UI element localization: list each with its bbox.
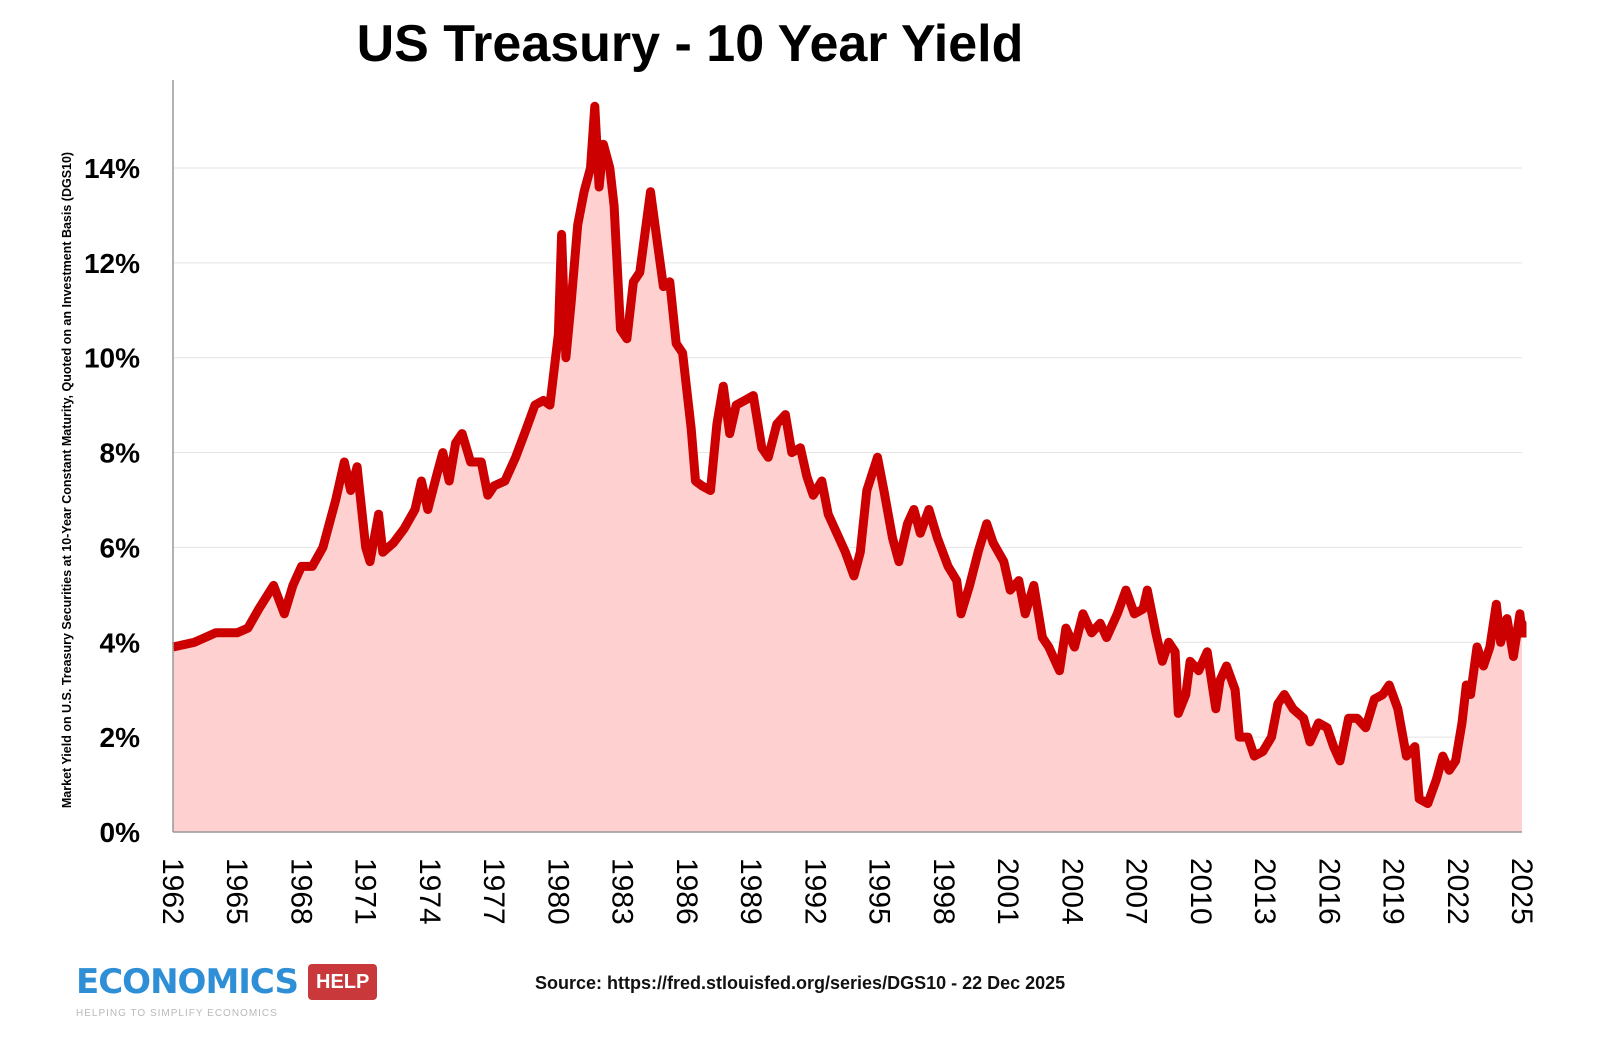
y-tick-label: 6% [100, 532, 141, 563]
x-tick-label: 2016 [1312, 858, 1345, 925]
x-tick-label: 1962 [156, 858, 189, 925]
economics-help-logo: ECONOMICS HELP HELPING TO SIMPLIFY ECONO… [76, 960, 378, 1020]
x-tick-label: 2007 [1120, 858, 1153, 925]
x-tick-label: 1989 [734, 858, 767, 925]
x-tick-label: 1965 [220, 858, 253, 925]
x-tick-label: 1974 [413, 858, 446, 925]
x-tick-label: 2013 [1248, 858, 1281, 925]
x-tick-label: 2019 [1377, 858, 1410, 925]
y-axis-label: Market Yield on U.S. Treasury Securities… [60, 152, 74, 808]
chart: 0% 2% 4% 6% 8% 10% 12% 14% 1962 1965 1968 1971 1974… [60, 80, 1538, 925]
y-tick-label: 10% [84, 343, 140, 374]
x-tick-label: 1983 [606, 858, 639, 925]
y-tick-label: 12% [84, 248, 140, 279]
y-tick-label: 14% [84, 153, 140, 184]
x-tick-label: 1995 [863, 858, 896, 925]
y-tick-label: 0% [100, 817, 141, 848]
x-tick-label: 1980 [541, 858, 574, 925]
x-tick-label: 2022 [1441, 858, 1474, 925]
x-tick-label: 2010 [1184, 858, 1217, 925]
logo-word: ECONOMICS [76, 962, 299, 1002]
x-tick-label: 2004 [1055, 858, 1088, 925]
y-tick-label: 4% [100, 627, 141, 658]
logo-row: ECONOMICS HELP [76, 960, 378, 1004]
source-note: Source: https://fred.stlouisfed.org/seri… [535, 973, 1066, 993]
x-tick-label: 2001 [991, 858, 1024, 925]
x-tick-label: 1971 [349, 858, 382, 925]
y-tick-label: 8% [100, 438, 141, 469]
x-tick-label: 1968 [284, 858, 317, 925]
x-tick-label: 1992 [798, 858, 831, 925]
x-tick-label: 1977 [477, 858, 510, 925]
yield-area [173, 106, 1522, 833]
y-tick-label: 2% [100, 722, 141, 753]
logo-tagline: HELPING TO SIMPLIFY ECONOMICS [76, 1008, 278, 1019]
chart-title: US Treasury - 10 Year Yield [356, 15, 1024, 73]
logo-tag: HELP [308, 964, 378, 1000]
x-tick-label: 1986 [670, 858, 703, 925]
x-tick-label: 2025 [1505, 858, 1538, 925]
x-tick-label: 1998 [927, 858, 960, 925]
yield-line [172, 101, 1527, 808]
